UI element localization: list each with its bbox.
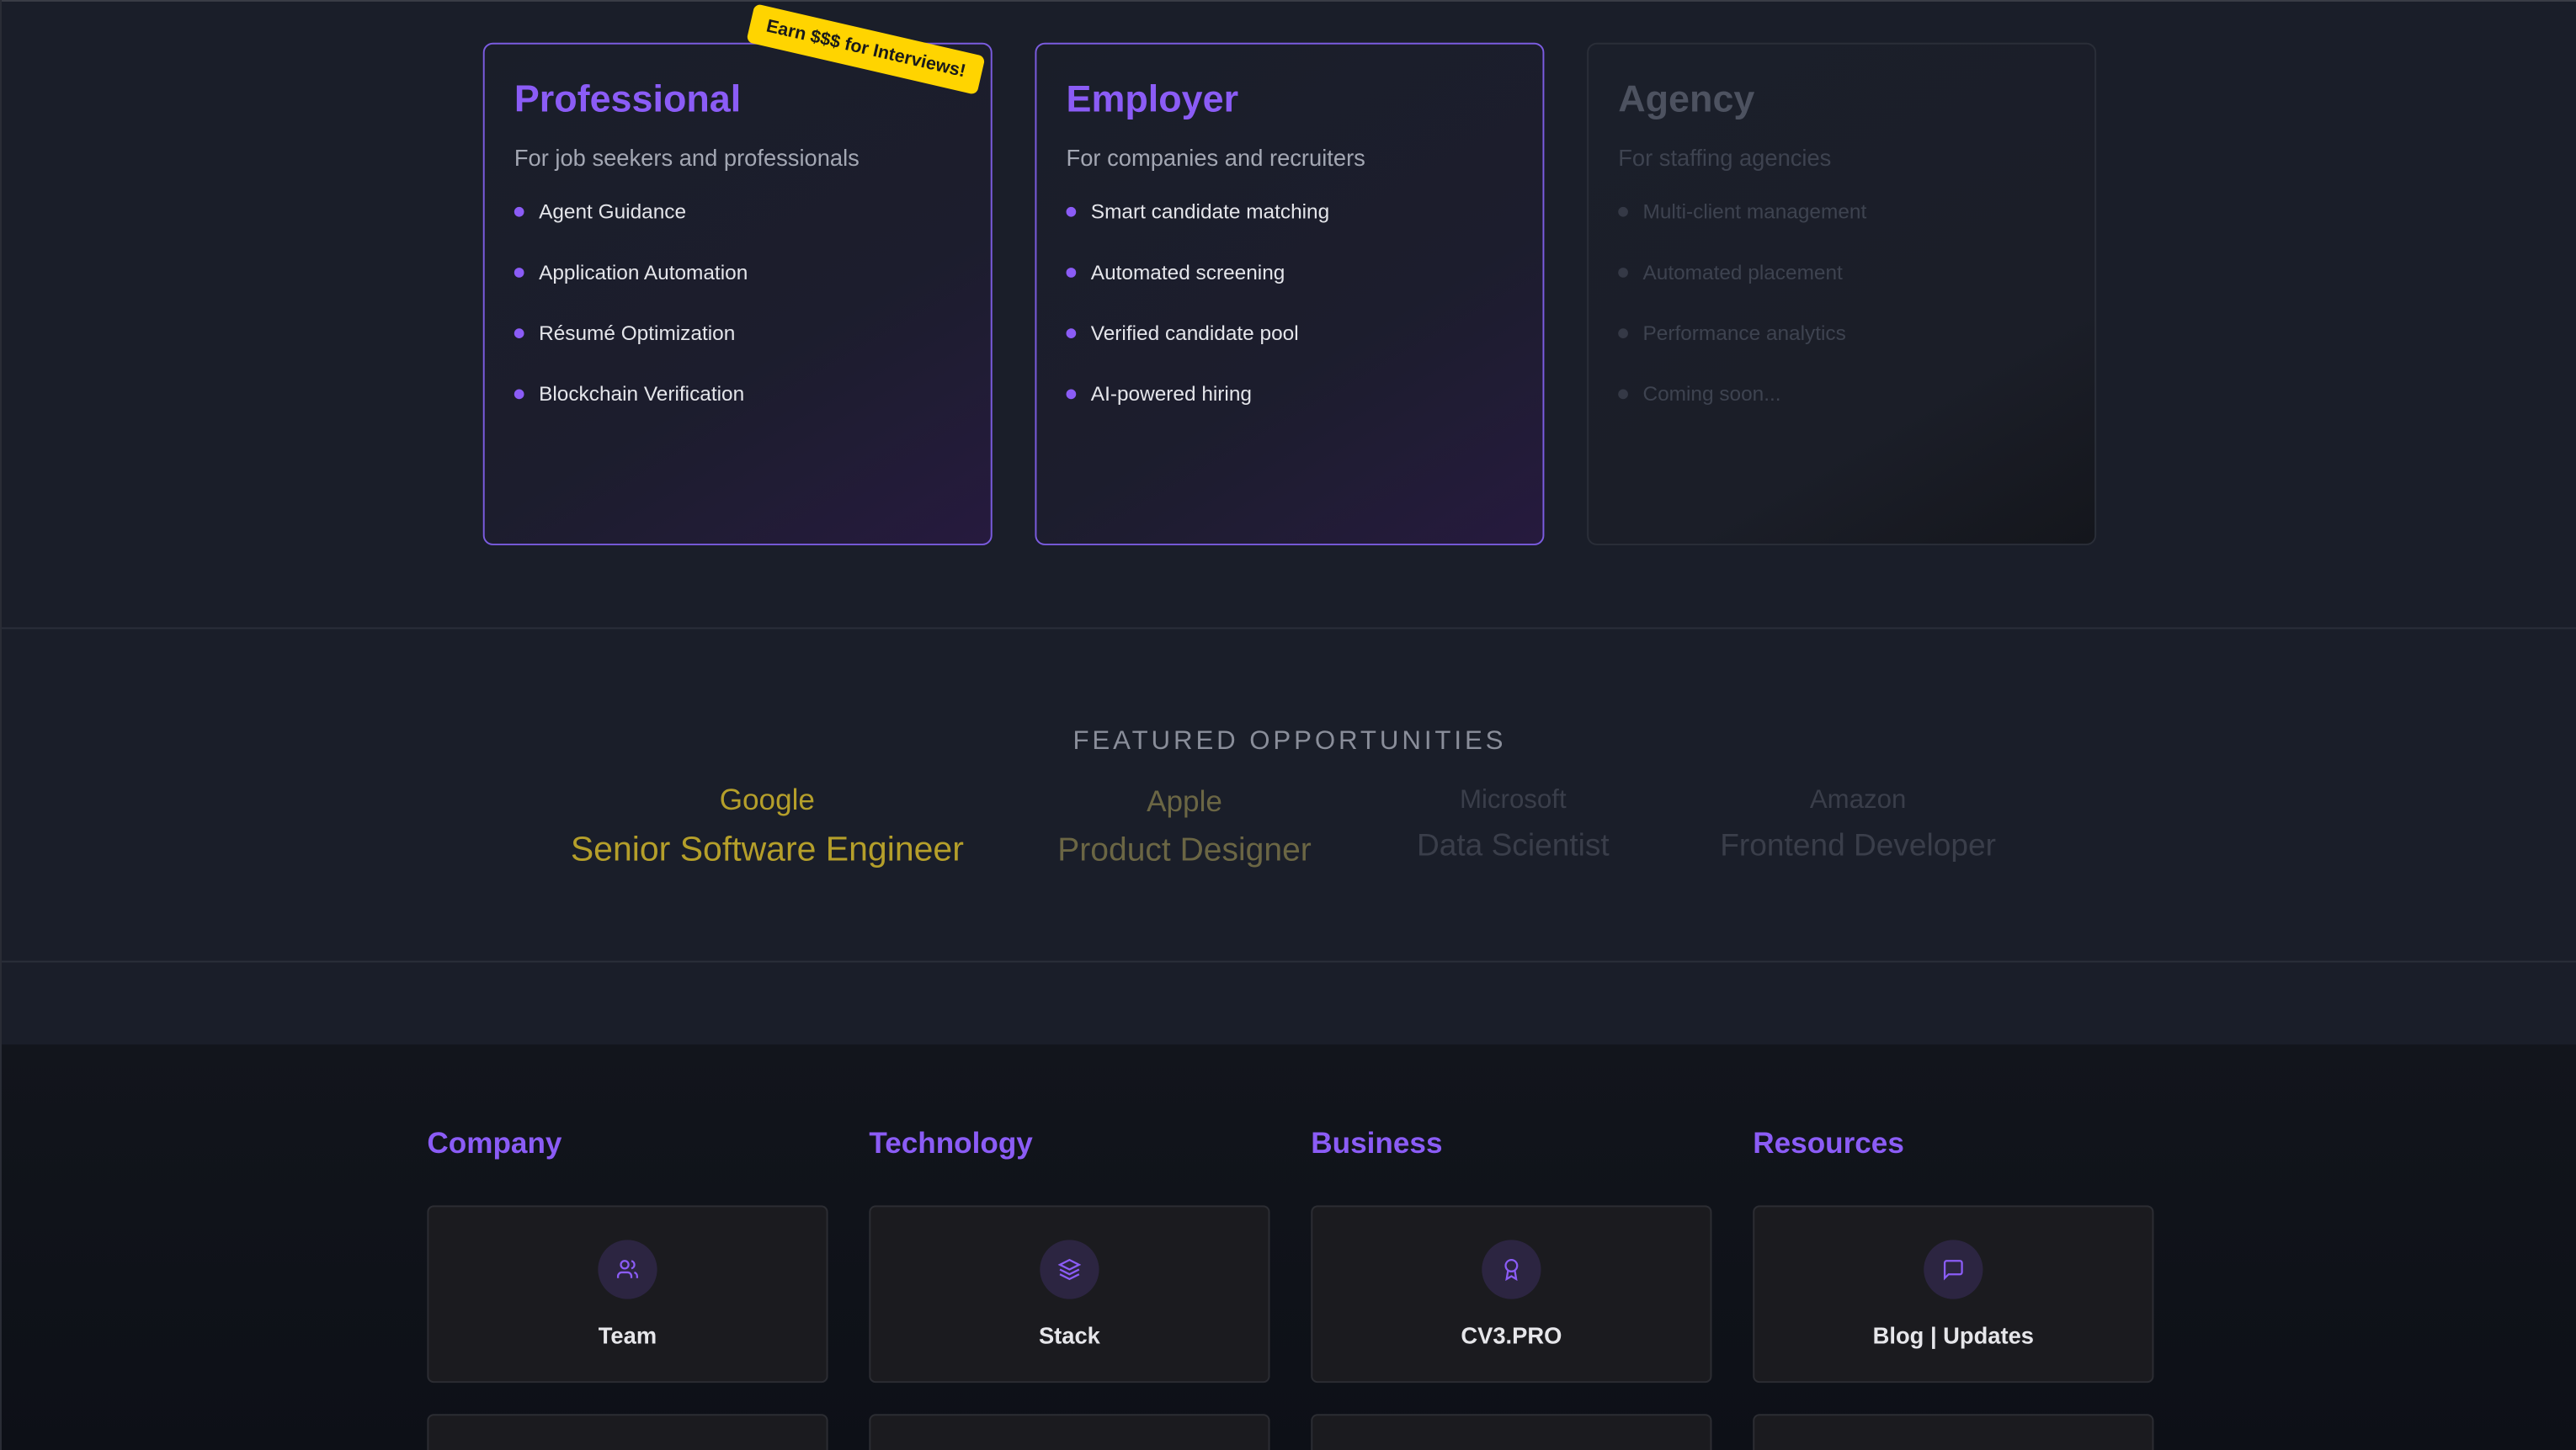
plan-card-agency: Agency For staffing agencies Multi-clien… [1587, 42, 2097, 545]
top-border [1, 0, 2576, 2]
plan-card-employer[interactable]: Employer For companies and recruiters Sm… [1035, 42, 1545, 545]
feature-item: Smart candidate matching [1066, 200, 1514, 261]
feature-label: Multi-client management [1642, 200, 1867, 224]
opportunity-item[interactable]: Apple Product Designer [1057, 785, 1312, 870]
footer [1, 1044, 2576, 1450]
opportunity-company: Google [719, 783, 815, 816]
feature-label: Smart candidate matching [1090, 200, 1330, 224]
footer-heading-company: Company [427, 1126, 562, 1160]
opportunity-company: Microsoft [1459, 786, 1567, 815]
plan-title: Professional [514, 77, 742, 120]
opportunity-role: Product Designer [1057, 832, 1312, 869]
bullet-icon [1066, 389, 1077, 400]
footer-tile[interactable] [1311, 1414, 1712, 1450]
feature-label: Blockchain Verification [539, 382, 745, 406]
opportunity-role: Senior Software Engineer [570, 831, 964, 869]
award-icon [1482, 1240, 1541, 1299]
opportunity-company: Amazon [1809, 786, 1907, 815]
bullet-icon [1066, 268, 1077, 278]
footer-tile[interactable] [1753, 1414, 2154, 1450]
plan-title: Employer [1066, 77, 1239, 120]
footer-heading-business: Business [1311, 1126, 1443, 1160]
bullet-icon [514, 268, 524, 278]
opportunity-item[interactable]: Microsoft Data Scientist [1417, 787, 1610, 866]
feature-item: Blockchain Verification [514, 383, 961, 443]
bullet-icon [1618, 206, 1628, 217]
opportunity-item[interactable]: Google Senior Software Engineer [571, 783, 964, 870]
footer-tile-cv3pro[interactable]: CV3.PRO [1311, 1205, 1712, 1384]
footer-heading-technology: Technology [869, 1126, 1033, 1160]
tile-label: Stack [1038, 1321, 1100, 1349]
feature-item: Résumé Optimization [514, 321, 961, 382]
footer-heading-resources: Resources [1753, 1126, 1904, 1160]
feature-label: Performance analytics [1642, 321, 1846, 345]
feature-item: Automated screening [1066, 261, 1514, 321]
bullet-icon [514, 328, 524, 339]
feature-label: Verified candidate pool [1090, 321, 1299, 345]
plan-subtitle: For companies and recruiters [1066, 144, 1365, 171]
footer-tile[interactable] [427, 1414, 828, 1450]
message-square-icon [1924, 1240, 1983, 1299]
feature-item: AI-powered hiring [1066, 382, 1514, 443]
plan-title: Agency [1618, 77, 1755, 120]
bullet-icon [1618, 389, 1628, 400]
footer-tile-team[interactable]: Team [427, 1205, 828, 1384]
tile-label: Blog | Updates [1872, 1321, 2034, 1349]
plan-subtitle: For job seekers and professionals [514, 144, 860, 171]
opportunity-company: Apple [1147, 784, 1222, 818]
feature-label: Automated placement [1642, 261, 1843, 284]
opportunity-item[interactable]: Amazon Frontend Developer [1720, 787, 1996, 866]
bullet-icon [1066, 328, 1077, 339]
feature-label: Automated screening [1090, 261, 1285, 284]
footer-tile[interactable] [869, 1414, 1270, 1450]
feature-item: Performance analytics [1618, 321, 2065, 382]
bullet-icon [514, 389, 524, 400]
feature-label: Coming soon... [1642, 382, 1781, 406]
divider [1, 960, 2576, 963]
bullet-icon [1618, 268, 1628, 278]
bullet-icon [1066, 206, 1077, 217]
plan-subtitle: For staffing agencies [1618, 144, 1832, 171]
feature-label: Résumé Optimization [539, 321, 736, 345]
footer-tile-blog[interactable]: Blog | Updates [1753, 1205, 2154, 1384]
feature-label: AI-powered hiring [1090, 382, 1252, 406]
bullet-icon [514, 206, 524, 217]
opportunity-role: Frontend Developer [1720, 829, 1997, 864]
feature-item: Multi-client management [1618, 200, 2065, 261]
divider [1, 627, 2576, 629]
bullet-icon [1618, 328, 1628, 339]
feature-item: Coming soon... [1618, 383, 2065, 443]
feature-label: Agent Guidance [539, 200, 687, 224]
plan-card-professional[interactable]: Professional For job seekers and profess… [482, 42, 993, 545]
layers-icon [1040, 1240, 1099, 1299]
tile-label: CV3.PRO [1461, 1321, 1562, 1349]
feature-item: Application Automation [514, 261, 961, 321]
footer-tile-stack[interactable]: Stack [869, 1205, 1270, 1384]
users-icon [598, 1240, 657, 1299]
featured-title: FEATURED OPPORTUNITIES [1072, 727, 1507, 756]
tile-label: Team [598, 1321, 657, 1349]
feature-label: Application Automation [539, 261, 748, 284]
feature-item: Agent Guidance [514, 200, 961, 261]
feature-item: Automated placement [1618, 261, 2065, 321]
feature-item: Verified candidate pool [1066, 321, 1514, 382]
opportunity-role: Data Scientist [1416, 829, 1610, 864]
